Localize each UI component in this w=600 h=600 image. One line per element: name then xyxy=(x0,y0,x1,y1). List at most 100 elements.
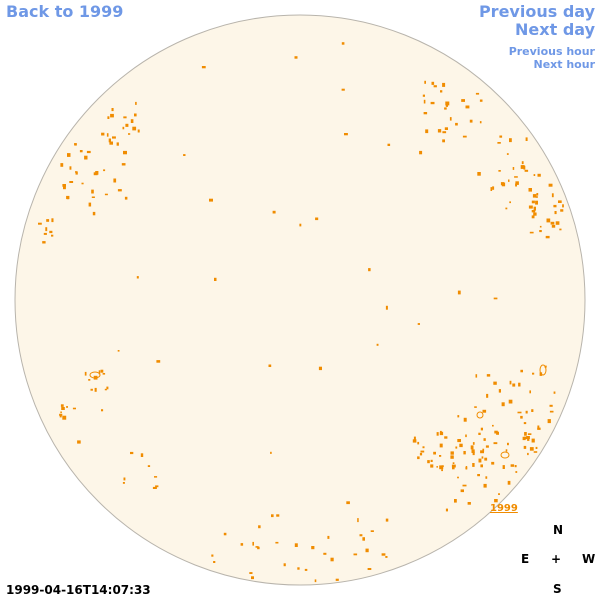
contour-mark xyxy=(136,276,139,279)
contour-mark xyxy=(551,193,554,198)
contour-mark xyxy=(209,198,213,202)
contour-mark xyxy=(477,172,481,176)
contour-mark xyxy=(387,143,391,146)
contour-mark xyxy=(431,81,435,85)
contour-mark xyxy=(493,381,497,385)
contour-mark xyxy=(507,480,511,485)
contour-mark xyxy=(527,437,530,441)
contour-mark xyxy=(529,447,534,451)
contour-mark xyxy=(450,451,454,455)
contour-mark xyxy=(101,409,104,412)
contour-mark xyxy=(493,442,498,445)
contour-mark xyxy=(381,553,386,556)
contour-mark xyxy=(370,530,374,532)
contour-mark xyxy=(558,200,562,203)
contour-mark xyxy=(492,424,494,427)
contour-mark xyxy=(154,476,158,478)
contour-mark xyxy=(81,182,84,185)
contour-mark xyxy=(214,277,217,281)
contour-mark xyxy=(430,101,435,105)
contour-mark xyxy=(430,464,434,468)
contour-mark xyxy=(110,113,114,118)
contour-mark xyxy=(536,193,539,196)
contour-mark xyxy=(525,410,528,414)
contour-mark xyxy=(478,432,481,435)
contour-mark xyxy=(483,438,486,441)
contour-mark xyxy=(474,406,477,408)
contour-mark xyxy=(66,406,68,408)
contour-mark xyxy=(522,165,525,169)
contour-mark xyxy=(439,431,444,436)
contour-mark xyxy=(92,211,96,216)
contour-mark xyxy=(502,465,505,469)
contour-mark xyxy=(450,455,454,459)
contour-mark xyxy=(294,56,298,59)
contour-mark xyxy=(128,133,131,135)
contour-mark xyxy=(522,436,526,441)
contour-mark xyxy=(479,121,482,124)
contour-mark xyxy=(104,388,107,391)
contour-mark xyxy=(482,409,487,413)
contour-mark xyxy=(501,402,505,407)
contour-mark xyxy=(346,501,350,505)
contour-mark xyxy=(533,174,536,176)
previous-hour-link[interactable]: Previous hour xyxy=(508,45,595,58)
contour-mark xyxy=(475,374,478,378)
contour-mark xyxy=(470,445,474,450)
contour-ring xyxy=(500,451,510,459)
contour-mark xyxy=(51,218,54,223)
contour-mark xyxy=(496,431,499,435)
contour-mark xyxy=(84,155,88,160)
contour-ring xyxy=(539,364,547,376)
contour-mark xyxy=(412,439,417,443)
contour-mark xyxy=(480,464,483,468)
contour-mark xyxy=(523,422,527,425)
contour-mark xyxy=(121,163,126,166)
contour-mark xyxy=(449,117,452,121)
next-day-link[interactable]: Next day xyxy=(515,20,595,39)
contour-mark xyxy=(505,207,508,210)
contour-mark xyxy=(528,188,532,192)
contour-mark xyxy=(102,373,106,375)
contour-mark xyxy=(493,297,498,300)
contour-mark xyxy=(132,126,137,131)
contour-mark xyxy=(257,546,260,550)
previous-day-link[interactable]: Previous day xyxy=(478,2,595,21)
contour-mark xyxy=(505,449,508,452)
contour-mark xyxy=(294,543,298,547)
contour-mark xyxy=(549,410,554,413)
contour-mark xyxy=(283,563,286,567)
contour-mark xyxy=(74,143,77,146)
compass-south-label: S xyxy=(553,582,562,596)
contour-mark xyxy=(422,446,425,449)
back-to-year-link[interactable]: Back to 1999 xyxy=(6,2,124,21)
contour-mark xyxy=(240,543,244,546)
contour-mark xyxy=(385,518,389,522)
contour-mark xyxy=(252,541,254,546)
contour-mark xyxy=(341,88,345,91)
contour-mark xyxy=(452,462,455,464)
contour-mark xyxy=(201,66,206,69)
contour-mark xyxy=(323,552,327,555)
contour-mark xyxy=(425,129,429,134)
next-hour-link[interactable]: Next hour xyxy=(533,58,596,71)
active-region-contours xyxy=(38,42,564,583)
contour-mark xyxy=(88,202,92,207)
contour-mark xyxy=(376,343,379,346)
contour-mark xyxy=(69,166,72,170)
observation-timestamp: 1999-04-16T14:07:33 xyxy=(6,583,151,597)
contour-mark xyxy=(368,268,371,272)
contour-mark xyxy=(67,153,71,157)
year-link[interactable]: 1999 xyxy=(490,503,518,514)
contour-mark xyxy=(100,369,104,373)
contour-mark xyxy=(385,556,388,558)
contour-mark xyxy=(546,218,551,223)
contour-mark xyxy=(490,187,493,191)
contour-mark xyxy=(485,445,489,448)
contour-mark xyxy=(515,471,518,473)
contour-mark xyxy=(509,138,512,143)
contour-mark xyxy=(465,466,468,470)
contour-mark xyxy=(554,211,557,215)
contour-mark xyxy=(130,119,134,123)
